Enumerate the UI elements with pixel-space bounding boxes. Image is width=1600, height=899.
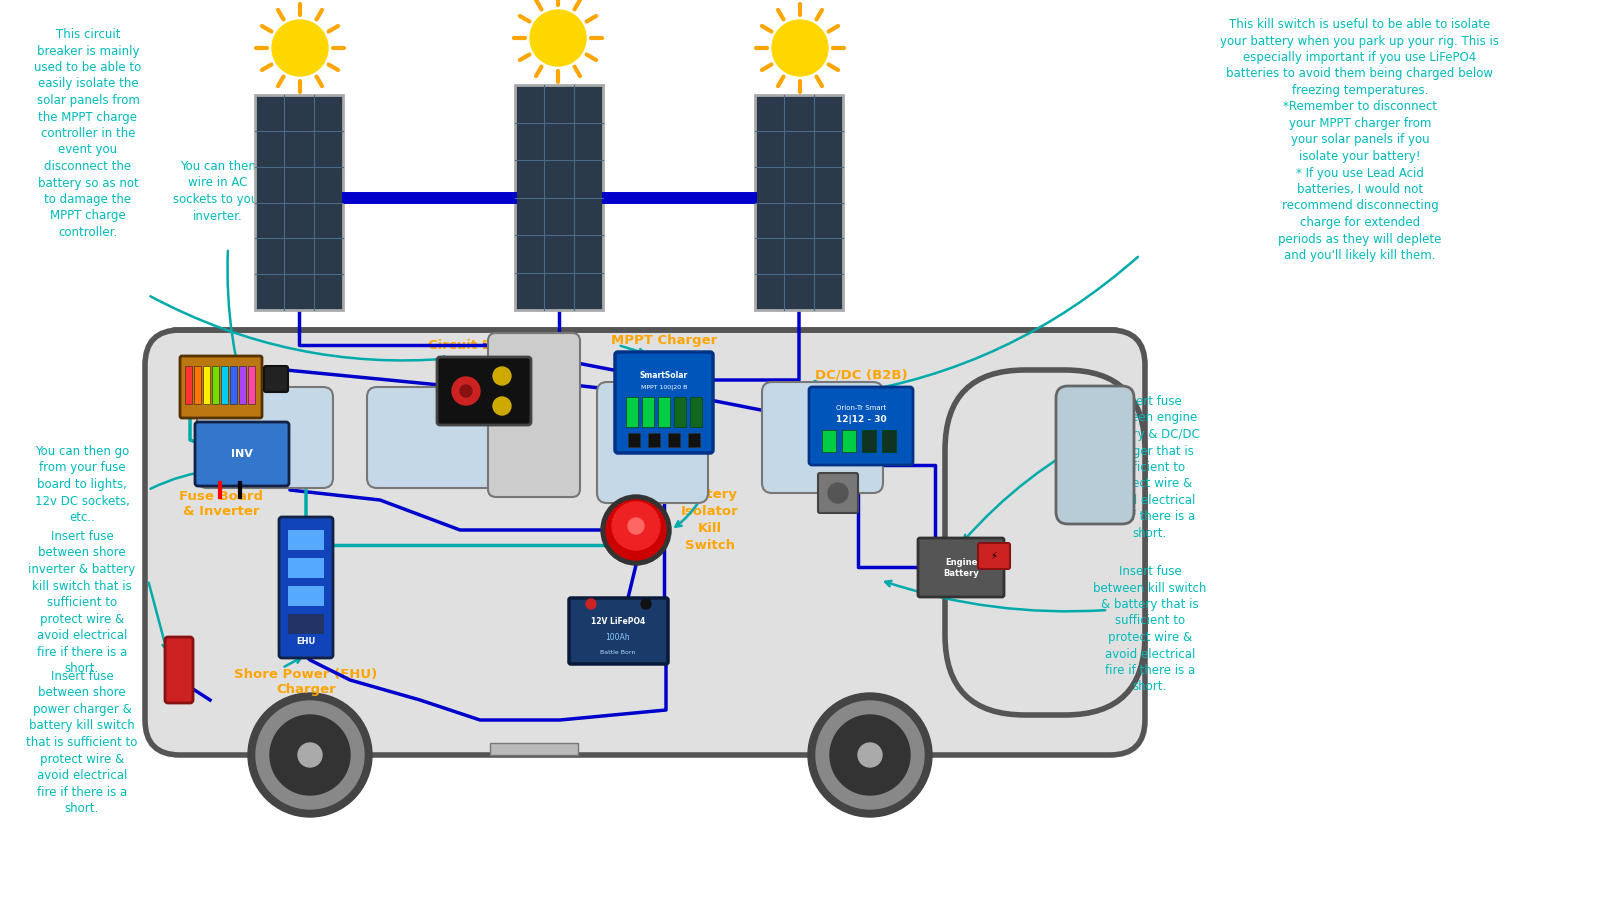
Text: Circuit Breaker: Circuit Breaker: [427, 339, 541, 352]
Circle shape: [611, 502, 661, 550]
Bar: [248, 366, 254, 404]
Text: INV: INV: [230, 449, 253, 459]
Text: Insert fuse
between kill switch
& battery that is
sufficient to
protect wire &
a: Insert fuse between kill switch & batter…: [1093, 565, 1206, 693]
Bar: [658, 397, 670, 427]
Bar: [688, 433, 701, 447]
Bar: [238, 366, 246, 404]
Bar: [822, 430, 835, 452]
Text: Battery
Isolator
Kill
Switch: Battery Isolator Kill Switch: [682, 488, 739, 552]
Bar: [690, 397, 702, 427]
Bar: [288, 558, 323, 578]
Text: Insert fuse
between engine
battery & DC/DC
charger that is
sufficient to
protect: Insert fuse between engine battery & DC/…: [1101, 395, 1200, 540]
Circle shape: [530, 10, 586, 66]
Circle shape: [298, 743, 322, 767]
Circle shape: [586, 599, 595, 609]
Circle shape: [771, 20, 829, 76]
Text: MPPT 100|20 B: MPPT 100|20 B: [642, 384, 686, 390]
Text: ⚡: ⚡: [990, 551, 997, 561]
Text: Fuse Board
& Inverter: Fuse Board & Inverter: [179, 490, 262, 518]
Bar: [674, 397, 686, 427]
Circle shape: [602, 495, 670, 565]
Bar: [254, 95, 342, 310]
Bar: [230, 366, 237, 404]
Bar: [194, 366, 202, 404]
Circle shape: [248, 693, 371, 817]
Text: You can then go
from your fuse
board to lights,
12v DC sockets,
etc..: You can then go from your fuse board to …: [35, 445, 130, 524]
FancyBboxPatch shape: [179, 356, 262, 418]
Bar: [882, 430, 896, 452]
Bar: [755, 95, 843, 310]
Bar: [642, 397, 654, 427]
Bar: [288, 614, 323, 634]
Text: Insert fuse
between shore
power charger &
battery kill switch
that is sufficient: Insert fuse between shore power charger …: [26, 670, 138, 815]
Text: Orion-Tr Smart: Orion-Tr Smart: [835, 405, 886, 411]
Bar: [288, 586, 323, 606]
FancyBboxPatch shape: [437, 357, 531, 425]
Circle shape: [493, 367, 510, 385]
Circle shape: [256, 701, 365, 809]
FancyBboxPatch shape: [165, 637, 194, 703]
Text: 12V LiFePO4: 12V LiFePO4: [590, 618, 645, 627]
FancyBboxPatch shape: [146, 330, 1146, 755]
Text: MPPT Charger: MPPT Charger: [611, 334, 717, 347]
FancyBboxPatch shape: [366, 387, 502, 488]
Circle shape: [627, 518, 643, 534]
FancyBboxPatch shape: [570, 598, 669, 664]
FancyBboxPatch shape: [488, 333, 579, 497]
Text: This circuit
breaker is mainly
used to be able to
easily isolate the
solar panel: This circuit breaker is mainly used to b…: [34, 28, 142, 239]
Circle shape: [642, 599, 651, 609]
Circle shape: [816, 701, 925, 809]
Circle shape: [272, 20, 328, 76]
Bar: [203, 366, 210, 404]
Bar: [515, 85, 603, 310]
Circle shape: [829, 483, 848, 503]
Text: This kill switch is useful to be able to isolate
your battery when you park up y: This kill switch is useful to be able to…: [1221, 18, 1499, 262]
FancyBboxPatch shape: [197, 387, 333, 488]
FancyBboxPatch shape: [762, 382, 883, 493]
Bar: [862, 430, 877, 452]
Bar: [842, 430, 856, 452]
Text: Shore Power (EHU)
Charger: Shore Power (EHU) Charger: [234, 668, 378, 696]
Text: SmartSolar: SmartSolar: [640, 370, 688, 379]
Circle shape: [461, 385, 472, 397]
FancyBboxPatch shape: [195, 422, 290, 486]
Bar: [186, 366, 192, 404]
Text: Insert fuse
between shore
inverter & battery
kill switch that is
sufficient to
p: Insert fuse between shore inverter & bat…: [29, 530, 136, 675]
FancyBboxPatch shape: [946, 370, 1146, 715]
FancyBboxPatch shape: [918, 538, 1005, 597]
Text: 100Ah: 100Ah: [606, 634, 630, 643]
Bar: [221, 366, 229, 404]
Bar: [648, 433, 661, 447]
Circle shape: [808, 693, 931, 817]
Text: Battle Born: Battle Born: [600, 649, 635, 654]
Circle shape: [858, 743, 882, 767]
FancyBboxPatch shape: [264, 366, 288, 392]
Text: Engine
Battery: Engine Battery: [942, 558, 979, 578]
FancyBboxPatch shape: [614, 352, 714, 453]
Bar: [626, 397, 638, 427]
FancyBboxPatch shape: [1056, 386, 1134, 524]
Bar: [627, 433, 640, 447]
Text: 12|12 - 30: 12|12 - 30: [835, 415, 886, 424]
Bar: [490, 743, 578, 755]
Bar: [288, 530, 323, 550]
FancyBboxPatch shape: [810, 387, 914, 465]
Circle shape: [606, 500, 666, 560]
FancyBboxPatch shape: [978, 543, 1010, 569]
Circle shape: [270, 715, 350, 795]
Text: DC/DC (B2B): DC/DC (B2B): [814, 369, 907, 382]
FancyBboxPatch shape: [278, 517, 333, 658]
Circle shape: [453, 377, 480, 405]
FancyBboxPatch shape: [597, 382, 707, 503]
Bar: [669, 433, 680, 447]
Text: EHU: EHU: [296, 637, 315, 646]
Circle shape: [493, 397, 510, 415]
FancyBboxPatch shape: [818, 473, 858, 513]
Circle shape: [830, 715, 910, 795]
Text: You can then
wire in AC
sockets to your
inverter.: You can then wire in AC sockets to your …: [173, 160, 262, 222]
Bar: [211, 366, 219, 404]
